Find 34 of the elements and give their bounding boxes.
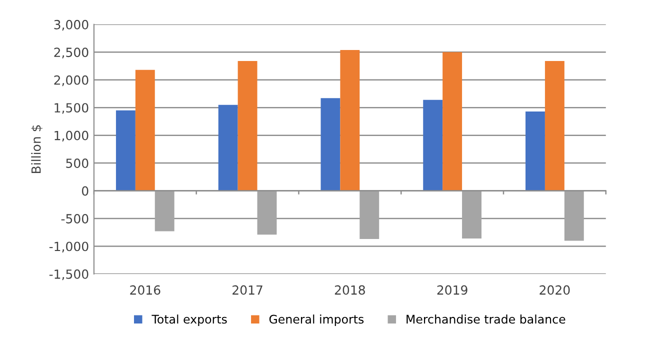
- bar: [526, 111, 545, 191]
- x-tick-label: 2018: [334, 285, 365, 295]
- bar: [360, 190, 380, 240]
- legend-label: Total exports: [152, 314, 227, 326]
- y-tick-label: 500: [66, 158, 88, 168]
- x-tick-label: 2017: [232, 285, 262, 295]
- bar: [544, 61, 564, 191]
- bar: [423, 100, 443, 191]
- y-tick-label: -500: [61, 214, 88, 224]
- bar: [116, 110, 136, 191]
- y-axis-title: Billion $: [31, 125, 42, 173]
- legend-label: General imports: [269, 314, 364, 326]
- x-tick-label: 2019: [437, 285, 468, 295]
- bar: [442, 52, 462, 191]
- bar: [218, 104, 238, 191]
- bar: [238, 61, 258, 191]
- bar: [154, 190, 174, 232]
- x-tick-label: 2020: [540, 285, 570, 295]
- y-tick-label: 1,000: [54, 130, 88, 142]
- y-tick-label: -1,000: [49, 242, 88, 252]
- bar: [135, 70, 155, 191]
- bar: [320, 98, 340, 191]
- y-tick-label: 2,500: [54, 48, 88, 58]
- bar: [340, 50, 360, 191]
- y-tick-label: 2,000: [54, 75, 88, 86]
- y-tick-label: 1,500: [54, 103, 88, 114]
- y-tick-label: -1,500: [49, 269, 88, 280]
- y-tick-label: 0: [82, 186, 88, 196]
- legend-label: Merchandise trade balance: [406, 314, 566, 324]
- bar: [462, 190, 482, 238]
- bar: [257, 190, 277, 235]
- bar: [564, 190, 584, 241]
- y-tick-label: 3,000: [54, 20, 88, 31]
- x-tick-label: 2016: [130, 285, 160, 295]
